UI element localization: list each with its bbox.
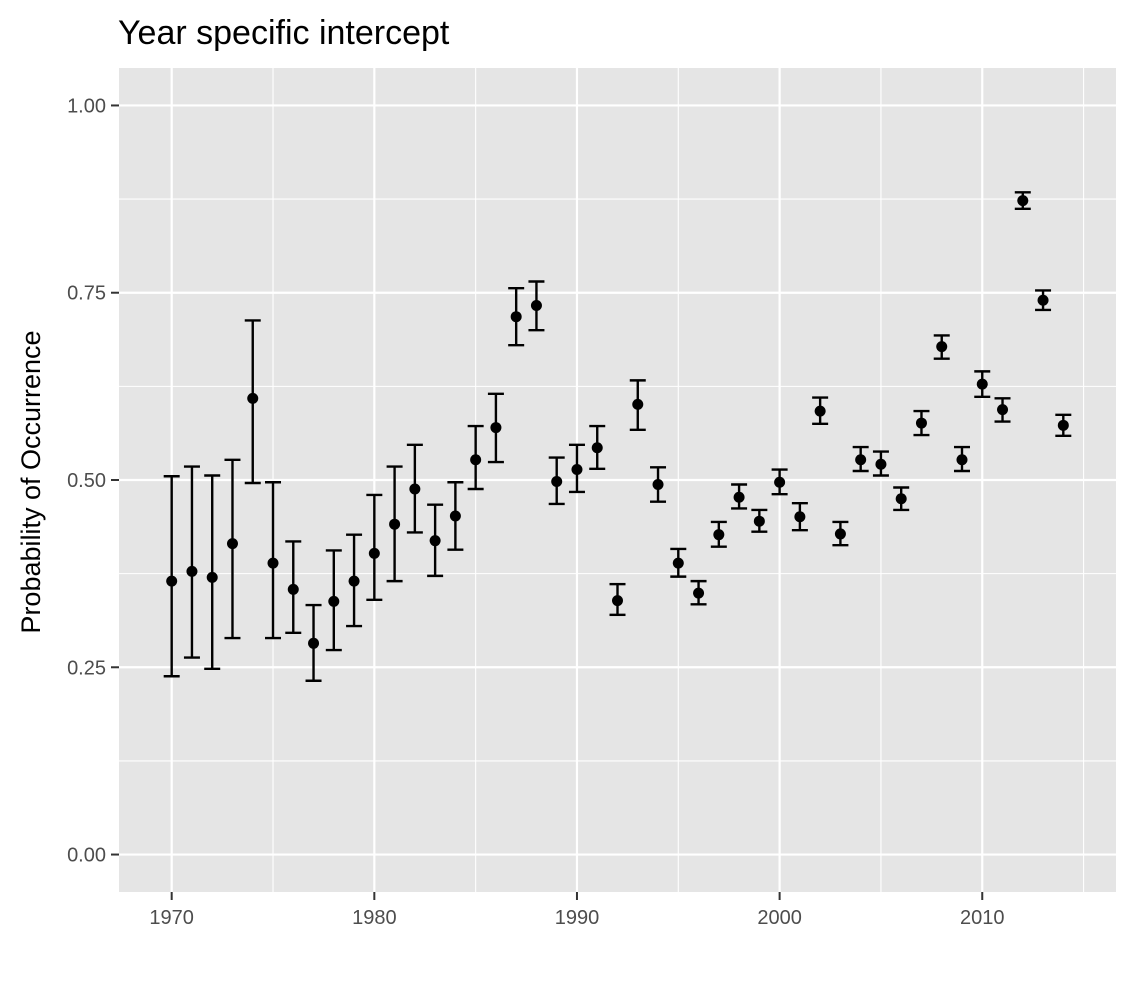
data-point	[166, 575, 178, 587]
chart-title: Year specific intercept	[118, 14, 450, 52]
data-point	[186, 565, 198, 577]
x-tick-label: 1990	[555, 907, 600, 929]
data-points	[166, 195, 1069, 649]
data-point	[895, 493, 907, 505]
data-point	[814, 405, 826, 417]
data-point	[490, 422, 502, 434]
data-point	[287, 583, 299, 595]
y-axis: 0.00 0.25 0.50 0.75 1.00	[67, 95, 119, 867]
data-point	[328, 595, 340, 607]
data-point	[834, 528, 846, 540]
data-point	[551, 475, 563, 487]
y-tick-label: 0.00	[67, 845, 106, 867]
data-point	[632, 398, 644, 410]
data-point	[612, 595, 623, 607]
data-point	[449, 510, 461, 522]
data-point	[1017, 195, 1029, 207]
y-axis-title: Probability of Occurrence	[16, 330, 46, 633]
data-point	[713, 529, 725, 541]
data-point	[510, 311, 522, 323]
y-tick-label: 0.50	[67, 470, 106, 492]
data-point	[794, 511, 806, 523]
y-tick-label: 0.75	[67, 283, 106, 305]
data-point	[409, 483, 421, 495]
data-point	[247, 392, 259, 404]
x-tick-label: 1980	[352, 907, 397, 929]
y-tick-label: 1.00	[67, 95, 106, 117]
data-point	[733, 491, 745, 503]
data-point	[652, 478, 664, 490]
data-point	[368, 547, 380, 559]
x-tick-label: 2010	[960, 907, 1005, 929]
data-point	[470, 454, 482, 466]
data-point	[976, 378, 988, 390]
error-bar	[366, 493, 383, 602]
data-point	[774, 476, 786, 488]
data-point	[348, 575, 360, 587]
data-point	[875, 458, 887, 470]
x-tick-label: 2000	[757, 907, 802, 929]
data-point	[672, 557, 684, 569]
data-point	[936, 341, 948, 353]
data-point	[753, 515, 765, 527]
x-axis: 1970 1980 1990 2000 2010	[149, 892, 1005, 929]
data-point	[530, 299, 542, 311]
data-point	[855, 454, 867, 466]
data-point	[693, 587, 705, 599]
data-point	[429, 535, 441, 547]
data-point	[226, 538, 238, 550]
data-point	[308, 637, 320, 649]
data-point	[571, 464, 583, 476]
data-point	[1037, 294, 1049, 306]
data-point	[206, 571, 218, 583]
data-point	[997, 404, 1009, 416]
data-point	[1057, 419, 1069, 431]
data-point	[591, 442, 603, 454]
y-tick-label: 0.25	[67, 657, 106, 679]
data-point	[267, 557, 279, 569]
data-point	[389, 518, 401, 530]
data-point	[956, 454, 968, 466]
x-tick-label: 1970	[149, 907, 194, 929]
error-bar	[183, 465, 200, 659]
data-point	[915, 417, 927, 429]
